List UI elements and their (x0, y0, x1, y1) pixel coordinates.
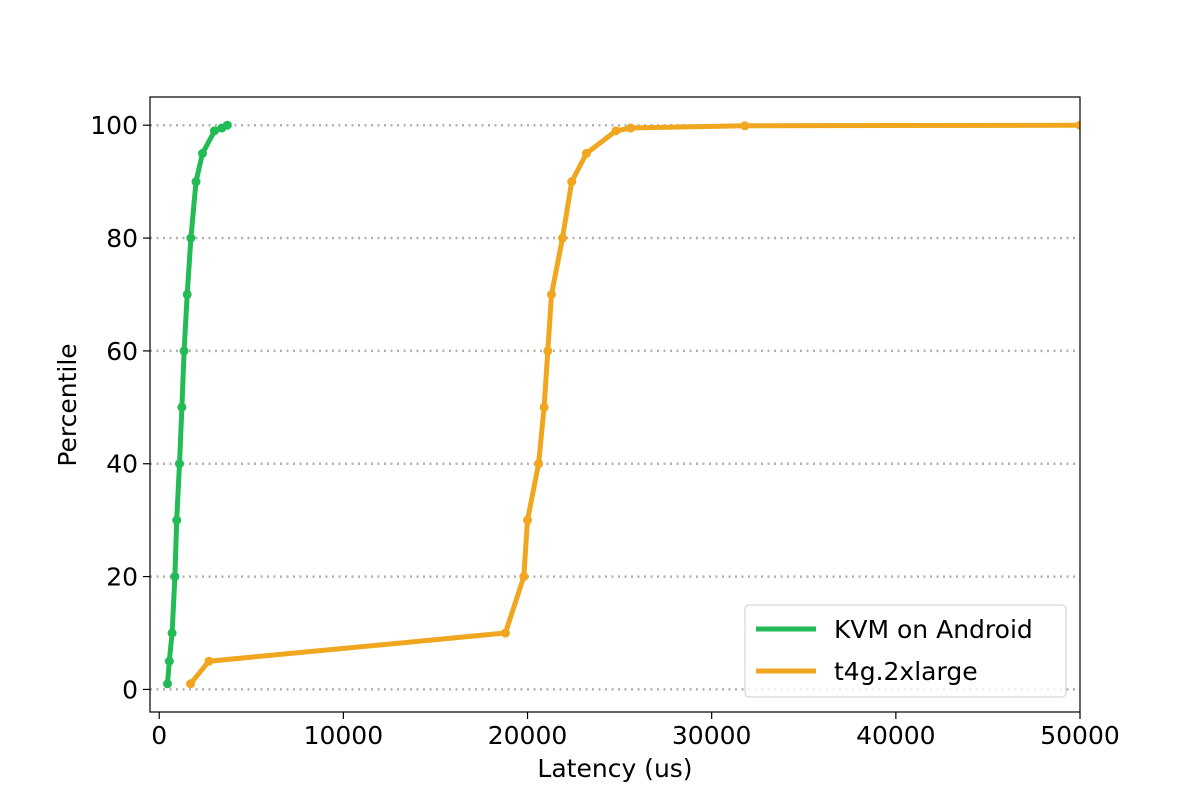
data-point-kvm-8 (182, 289, 192, 299)
data-point-kvm-11 (197, 148, 207, 158)
data-point-t4g-5 (534, 459, 544, 469)
data-point-kvm-5 (174, 459, 184, 469)
data-point-t4g-2 (500, 628, 510, 638)
data-point-t4g-0 (186, 679, 196, 689)
data-point-kvm-3 (170, 572, 180, 582)
data-point-kvm-7 (179, 346, 189, 356)
data-point-kvm-14 (222, 120, 232, 130)
series-kvm (162, 120, 232, 689)
data-point-t4g-14 (740, 121, 750, 131)
legend-label-t4g: t4g.2xlarge (834, 657, 978, 686)
data-point-t4g-1 (204, 656, 214, 666)
series-t4g (186, 120, 1080, 689)
y-tick-label-80: 80 (106, 224, 138, 253)
x-axis-title: Latency (us) (537, 754, 692, 783)
y-axis-title: Percentile (53, 343, 82, 466)
legend-label-kvm: KVM on Android (834, 615, 1033, 644)
data-point-t4g-6 (539, 402, 549, 412)
x-tick-label-10000: 10000 (304, 721, 384, 750)
data-point-t4g-3 (519, 572, 529, 582)
data-point-t4g-8 (546, 289, 556, 299)
data-point-kvm-2 (167, 628, 177, 638)
data-point-kvm-4 (172, 515, 182, 525)
data-point-kvm-12 (209, 126, 219, 136)
data-point-kvm-6 (177, 402, 187, 412)
series-line-kvm (165, 122, 229, 684)
legend: KVM on Android t4g.2xlarge (744, 604, 1067, 698)
x-tick-label-40000: 40000 (856, 721, 936, 750)
data-point-t4g-11 (581, 148, 591, 158)
data-point-t4g-9 (558, 233, 568, 243)
x-tick-label-30000: 30000 (672, 721, 752, 750)
y-tick-label-40: 40 (106, 450, 138, 479)
data-point-kvm-10 (191, 177, 201, 187)
plot-frame (149, 96, 1081, 713)
legend-box (744, 604, 1067, 698)
y-tick-label-60: 60 (106, 337, 138, 366)
data-point-t4g-7 (543, 346, 553, 356)
y-tick-label-100: 100 (90, 111, 138, 140)
x-tick-label-20000: 20000 (488, 721, 568, 750)
data-point-kvm-9 (186, 233, 196, 243)
axis-ticks: 0 20 40 60 80 100 0 10000 20000 30000 40000 50000 (90, 111, 1119, 750)
data-point-t4g-4 (523, 515, 533, 525)
x-tick-label-0: 0 (151, 721, 167, 750)
x-tick-label-50000: 50000 (1040, 721, 1120, 750)
data-point-t4g-13 (626, 123, 636, 133)
data-point-kvm-1 (164, 656, 174, 666)
y-tick-label-20: 20 (106, 563, 138, 592)
data-point-t4g-15 (1075, 120, 1080, 130)
series-line-t4g (188, 122, 1080, 686)
data-point-t4g-10 (567, 177, 577, 187)
data-point-kvm-0 (162, 679, 172, 689)
data-point-t4g-12 (611, 126, 621, 136)
series-lines (162, 120, 1080, 689)
y-tick-label-0: 0 (122, 675, 138, 704)
